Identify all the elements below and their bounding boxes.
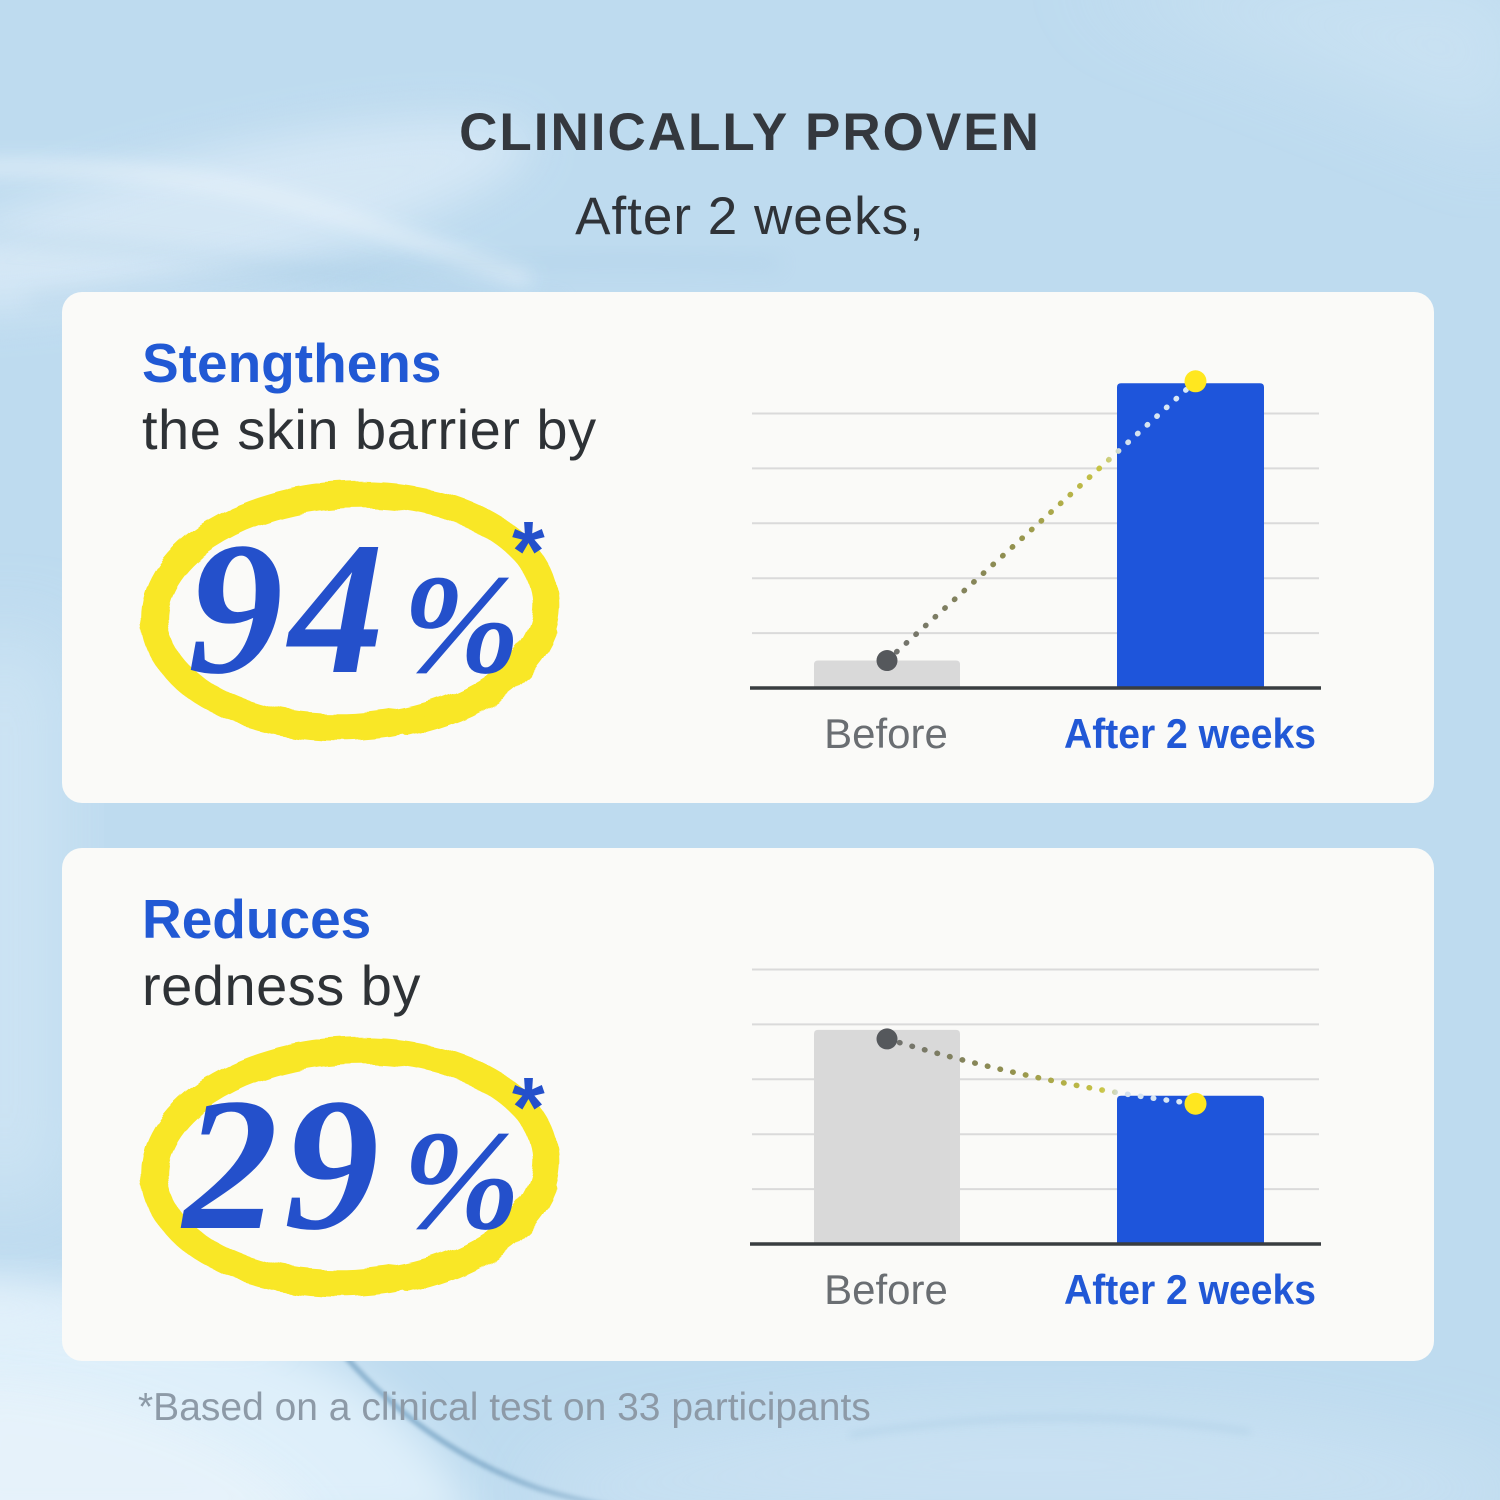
stat-highlight: 94 % * <box>141 481 559 741</box>
page-subtitle: After 2 weeks, <box>575 187 925 246</box>
bar-before <box>814 1029 960 1244</box>
card-heading-accent: Stengthens <box>142 332 442 394</box>
result-card-skin-barrier: Stengthens the skin barrier by 94 % * Be… <box>62 292 1434 803</box>
highlight-circle <box>141 481 559 741</box>
stat-percent: % <box>402 1101 520 1259</box>
card-heading-rest: the skin barrier by <box>142 398 597 461</box>
category-label-before: Before <box>824 710 948 757</box>
stat-value: 29 <box>180 1060 385 1270</box>
bar-chart-redness: Before After 2 weeks <box>750 968 1321 1313</box>
bar-chart-skin-barrier: Before After 2 weeks <box>750 370 1321 757</box>
stat-percent: % <box>402 545 520 703</box>
bar-before <box>814 660 960 688</box>
category-label-before: Before <box>824 1266 948 1313</box>
card-heading-rest: redness by <box>142 954 421 1017</box>
card-heading-accent: Reduces <box>142 888 372 950</box>
footnote: *Based on a clinical test on 33 particip… <box>138 1386 871 1429</box>
stat-asterisk: * <box>512 504 545 598</box>
trend-line <box>884 378 1199 664</box>
before-marker-dot <box>876 1028 898 1050</box>
stat-highlight: 29 % * <box>141 1037 559 1297</box>
result-card-redness: Reduces redness by 29 % * Before After 2 … <box>62 848 1434 1361</box>
category-label-after: After 2 weeks <box>1064 1266 1316 1313</box>
bar-after-2-weeks <box>1117 1095 1264 1244</box>
before-marker-dot <box>876 650 898 672</box>
page-title: CLINICALLY PROVEN <box>459 103 1041 162</box>
after-marker-dot <box>1184 370 1207 393</box>
stat-value: 94 <box>188 504 390 714</box>
after-marker-dot <box>1184 1092 1207 1115</box>
trend-line <box>884 1036 1199 1107</box>
bar-after-2-weeks <box>1117 383 1264 688</box>
category-label-after: After 2 weeks <box>1064 710 1316 757</box>
stat-asterisk: * <box>512 1060 545 1154</box>
highlight-circle <box>141 1037 559 1297</box>
